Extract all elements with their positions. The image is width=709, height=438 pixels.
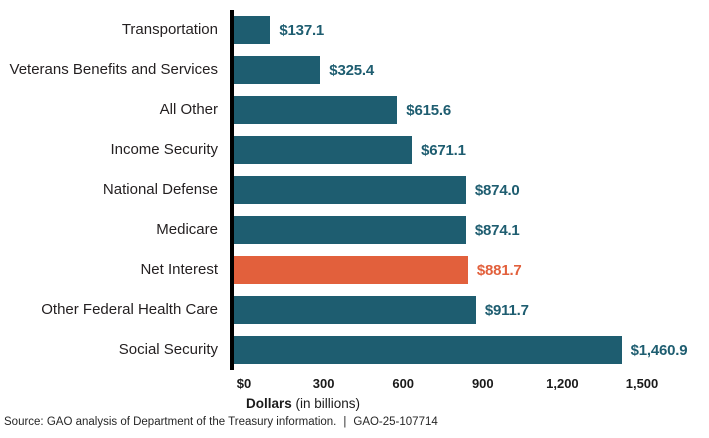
- bar-row: Other Federal Health Care $911.7: [0, 290, 709, 330]
- bar-row: All Other $615.6: [0, 90, 709, 130]
- value-label: $1,460.9: [630, 341, 688, 359]
- value-label: $137.1: [279, 21, 325, 39]
- report-id: GAO-25-107714: [353, 416, 438, 428]
- category-label: Veterans Benefits and Services: [9, 60, 218, 78]
- bar-row: Income Security $671.1: [0, 130, 709, 170]
- x-tick-label: $0: [236, 376, 252, 391]
- plot-cell: $1,460.9: [230, 330, 709, 370]
- bar: [234, 176, 466, 204]
- category-label: Other Federal Health Care: [41, 300, 218, 318]
- value-label: $881.7: [476, 261, 522, 279]
- value-label: $615.6: [406, 101, 451, 119]
- value-label: $911.7: [484, 301, 529, 319]
- bar-chart: Transportation $137.1 Veterans Benefits an…: [0, 10, 709, 370]
- x-tick-label: 1,500: [625, 376, 659, 391]
- plot-cell: $671.1: [230, 130, 709, 170]
- category-label: All Other: [159, 100, 218, 118]
- plot-cell: $615.6: [230, 90, 709, 130]
- x-axis-title: Dollars (in billions): [246, 396, 360, 411]
- bar-row: Social Security $1,460.9: [0, 330, 709, 370]
- bar: [234, 296, 476, 324]
- x-tick-label: 900: [471, 376, 494, 391]
- bar: [234, 16, 271, 44]
- x-tick-label: 300: [312, 376, 335, 391]
- category-label: National Defense: [102, 180, 218, 198]
- x-axis-title-bold: Dollars: [246, 396, 292, 411]
- plot-cell: $874.0: [230, 170, 709, 210]
- plot-cell: $911.7: [230, 290, 709, 330]
- source-separator: |: [343, 416, 347, 428]
- value-label: $874.0: [474, 181, 520, 199]
- source-note: Source: GAO analysis of Department of th…: [4, 416, 438, 428]
- bar: [234, 96, 398, 124]
- plot-cell: $325.4: [230, 50, 709, 90]
- plot-cell: $881.7: [230, 250, 709, 290]
- bar-row: Net Interest $881.7: [0, 250, 709, 290]
- bar-row: Transportation $137.1: [0, 10, 709, 50]
- category-label: Income Security: [110, 140, 218, 158]
- bar-row: Medicare $874.1: [0, 210, 709, 250]
- value-label: $325.4: [329, 61, 374, 79]
- category-label: Transportation: [121, 20, 218, 38]
- category-label: Net Interest: [140, 260, 218, 278]
- plot-cell: $137.1: [230, 10, 709, 50]
- bar-row: National Defense $874.0: [0, 170, 709, 210]
- bar: [234, 136, 413, 164]
- plot-cell: $874.1: [230, 210, 709, 250]
- bar-highlighted: [234, 256, 468, 284]
- x-tick-label: 1,200: [546, 376, 579, 391]
- x-axis-title-rest: (in billions): [291, 396, 361, 411]
- bar: [234, 56, 321, 84]
- bar: [234, 336, 622, 364]
- x-axis-ticks: $0 300 600 900 1,200 1,500: [237, 376, 666, 394]
- category-label: Social Security: [118, 340, 218, 358]
- x-tick-label: 600: [392, 376, 415, 391]
- source-text: Source: GAO analysis of Department of th…: [4, 416, 337, 428]
- value-label: $874.1: [474, 221, 520, 239]
- bar-row: Veterans Benefits and Services $325.4: [0, 50, 709, 90]
- value-label: $671.1: [421, 141, 466, 159]
- category-label: Medicare: [156, 220, 218, 238]
- bar: [234, 216, 466, 244]
